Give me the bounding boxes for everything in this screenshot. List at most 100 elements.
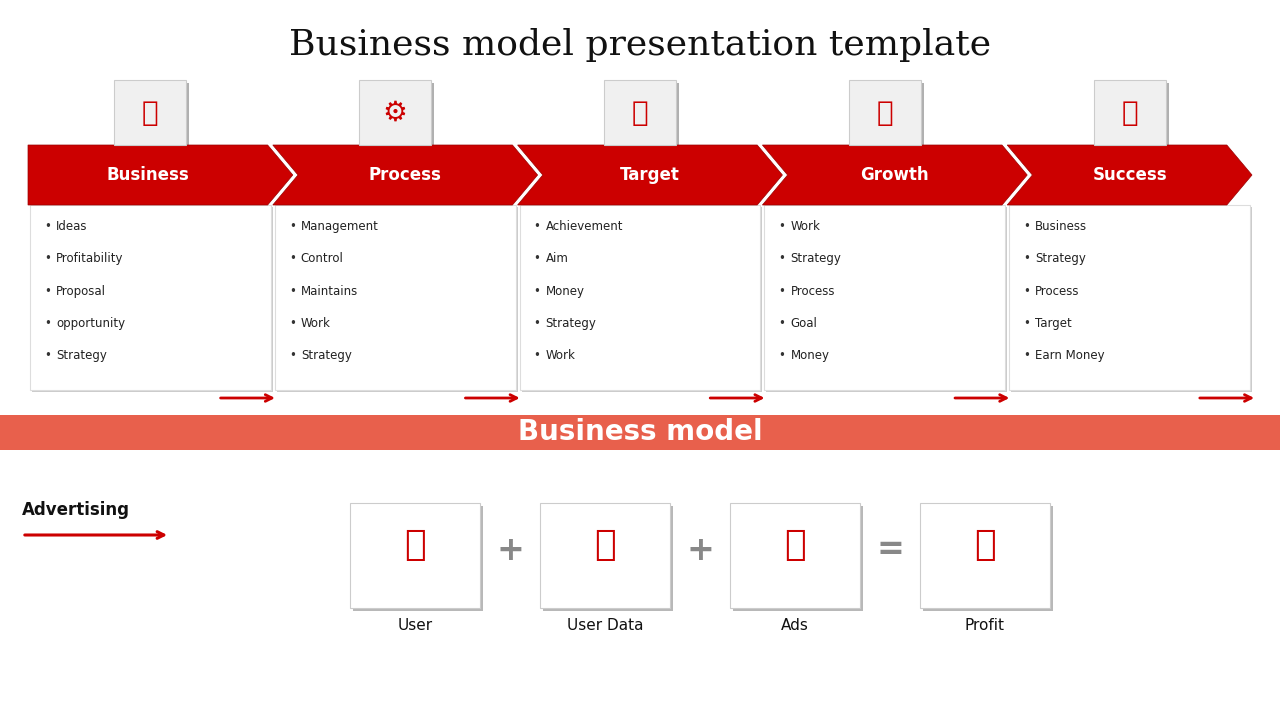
FancyBboxPatch shape [920, 503, 1050, 608]
Text: Process: Process [1036, 284, 1080, 297]
Text: opportunity: opportunity [56, 317, 125, 330]
FancyBboxPatch shape [1011, 207, 1252, 392]
FancyBboxPatch shape [118, 83, 189, 148]
Text: =: = [876, 534, 904, 567]
Text: •: • [289, 317, 296, 330]
FancyBboxPatch shape [275, 205, 516, 390]
Text: 📣: 📣 [785, 528, 806, 562]
Text: 💰: 💰 [974, 528, 996, 562]
Text: •: • [1023, 349, 1030, 362]
Polygon shape [1007, 145, 1252, 205]
Text: Money: Money [791, 349, 829, 362]
FancyBboxPatch shape [1093, 80, 1166, 145]
FancyBboxPatch shape [540, 503, 669, 608]
Text: •: • [778, 349, 785, 362]
Text: 🏆: 🏆 [1121, 99, 1138, 127]
FancyBboxPatch shape [520, 205, 760, 390]
Text: 🎯: 🎯 [632, 99, 648, 127]
FancyBboxPatch shape [767, 207, 1007, 392]
FancyBboxPatch shape [851, 83, 924, 148]
Text: Strategy: Strategy [1036, 253, 1085, 266]
Text: Growth: Growth [860, 166, 929, 184]
Text: Profit: Profit [965, 618, 1005, 633]
Text: Business: Business [1036, 220, 1087, 233]
Text: Process: Process [369, 166, 442, 184]
FancyBboxPatch shape [730, 503, 860, 608]
FancyBboxPatch shape [349, 503, 480, 608]
Text: ⚙️: ⚙️ [383, 99, 407, 127]
Text: Business model presentation template: Business model presentation template [289, 28, 991, 62]
FancyBboxPatch shape [362, 83, 434, 148]
FancyBboxPatch shape [522, 207, 763, 392]
FancyBboxPatch shape [0, 415, 1280, 450]
Text: •: • [1023, 253, 1030, 266]
Text: Proposal: Proposal [56, 284, 106, 297]
Text: User: User [397, 618, 433, 633]
Text: Strategy: Strategy [301, 349, 352, 362]
Text: Work: Work [301, 317, 330, 330]
FancyBboxPatch shape [29, 205, 271, 390]
Text: Strategy: Strategy [545, 317, 596, 330]
Text: •: • [778, 284, 785, 297]
Text: •: • [289, 349, 296, 362]
Text: Control: Control [301, 253, 343, 266]
Polygon shape [273, 145, 538, 205]
Text: 👥: 👥 [404, 528, 426, 562]
Text: •: • [44, 349, 51, 362]
Text: •: • [1023, 284, 1030, 297]
FancyBboxPatch shape [1009, 205, 1251, 390]
Text: •: • [778, 220, 785, 233]
Text: Management: Management [301, 220, 379, 233]
Text: •: • [44, 220, 51, 233]
Text: Maintains: Maintains [301, 284, 358, 297]
FancyBboxPatch shape [1097, 83, 1169, 148]
Text: •: • [44, 284, 51, 297]
Text: •: • [534, 220, 540, 233]
Text: Ads: Ads [781, 618, 809, 633]
Polygon shape [763, 145, 1028, 205]
Text: •: • [778, 253, 785, 266]
Text: Strategy: Strategy [56, 349, 106, 362]
Text: •: • [289, 220, 296, 233]
Text: Advertising: Advertising [22, 501, 131, 519]
Text: 📊: 📊 [877, 99, 893, 127]
Text: Target: Target [620, 166, 680, 184]
Polygon shape [517, 145, 782, 205]
Text: •: • [534, 317, 540, 330]
Text: •: • [534, 349, 540, 362]
FancyBboxPatch shape [923, 505, 1053, 611]
Text: •: • [289, 284, 296, 297]
Text: •: • [289, 253, 296, 266]
Text: Process: Process [791, 284, 835, 297]
FancyBboxPatch shape [764, 205, 1005, 390]
Text: •: • [44, 317, 51, 330]
Text: 🔍: 🔍 [594, 528, 616, 562]
Text: +: + [686, 534, 714, 567]
Text: Business model: Business model [517, 418, 763, 446]
FancyBboxPatch shape [114, 80, 187, 145]
FancyBboxPatch shape [32, 207, 273, 392]
Polygon shape [28, 145, 293, 205]
FancyBboxPatch shape [604, 80, 676, 145]
Text: •: • [44, 253, 51, 266]
Text: +: + [497, 534, 524, 567]
FancyBboxPatch shape [353, 505, 483, 611]
Text: •: • [778, 317, 785, 330]
Text: •: • [534, 284, 540, 297]
Text: Profitability: Profitability [56, 253, 123, 266]
Text: Work: Work [791, 220, 820, 233]
FancyBboxPatch shape [276, 207, 517, 392]
FancyBboxPatch shape [543, 505, 673, 611]
FancyBboxPatch shape [849, 80, 920, 145]
Text: 💼: 💼 [142, 99, 159, 127]
Text: Work: Work [545, 349, 576, 362]
Text: Ideas: Ideas [56, 220, 87, 233]
Text: User Data: User Data [567, 618, 644, 633]
Text: Money: Money [545, 284, 585, 297]
Text: Target: Target [1036, 317, 1071, 330]
Text: •: • [534, 253, 540, 266]
Text: Achievement: Achievement [545, 220, 623, 233]
Text: Business: Business [106, 166, 189, 184]
Text: Strategy: Strategy [791, 253, 841, 266]
FancyBboxPatch shape [360, 80, 431, 145]
